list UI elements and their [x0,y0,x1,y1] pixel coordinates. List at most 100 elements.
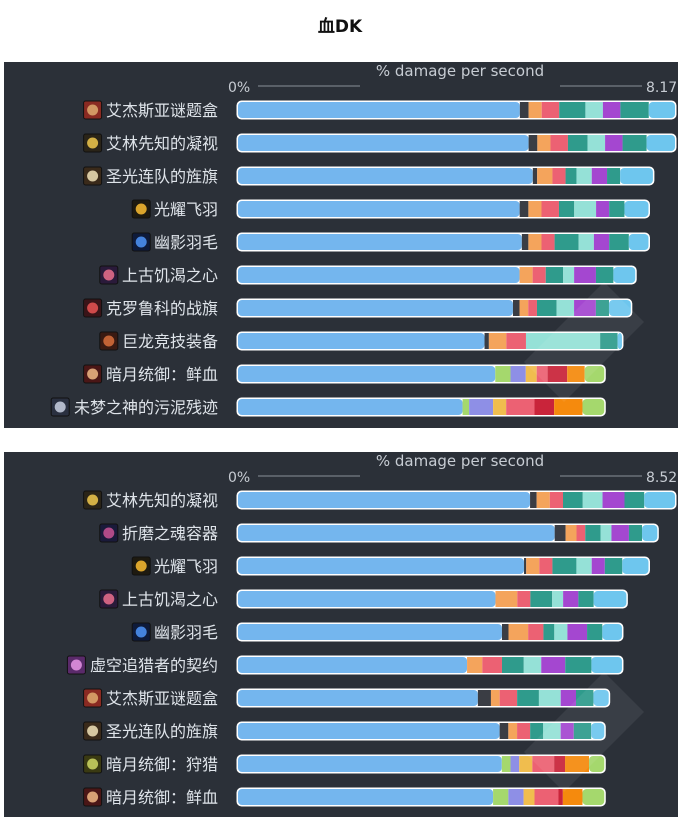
bar-segment [545,267,564,283]
bar-segment [506,399,535,415]
bar-segment [510,756,520,772]
bar-segment [534,789,559,805]
bar-row: 艾杰斯亚谜题盒 [83,688,611,708]
bar-row: 光耀飞羽 [131,199,650,219]
bar-segment [484,333,489,349]
dragon-gear-icon [99,331,119,351]
bar-segment [628,525,643,541]
bar-label: 折磨之魂容器 [122,524,218,543]
bar-segment [517,723,531,739]
bar-segment [543,624,555,640]
bar-segment [508,789,524,805]
bar-label: 艾杰斯亚谜题盒 [106,101,218,120]
bar-segment [624,201,649,217]
bar-row: 幽影羽毛 [131,622,624,642]
banner-icon [83,166,103,186]
bar-segment [591,657,622,673]
radiant-plume-icon [131,556,151,576]
ancient-heart-icon [99,589,119,609]
bar-segment [519,201,529,217]
bar-segment [530,723,544,739]
bar-segment [524,558,527,574]
bar-segment [508,624,529,640]
bar-segment [532,756,555,772]
bar-segment [552,558,577,574]
bar-label: 光耀飞羽 [154,557,218,576]
bar-segment [238,525,555,541]
page-title: 血DK [317,17,363,37]
bar-segment [560,690,576,706]
bar-segment [530,492,537,508]
bar-segment [532,267,546,283]
bar-segment [617,333,622,349]
bar-segment [238,399,463,415]
soul-vessel-icon [99,523,119,543]
bar-segment [528,201,542,217]
bar-segment [541,657,566,673]
bar-segment [574,300,596,316]
bar-segment [622,135,647,151]
bar-segment [525,333,601,349]
bar-label: 暗月统御：鲜血 [106,788,218,807]
bar-label: 幽影羽毛 [154,233,218,252]
bar-segment [563,267,575,283]
bar-segment [646,135,675,151]
bar-segment [537,168,553,184]
bar-segment [495,591,518,607]
x-tick-min: 0% [228,80,250,96]
bar-segment [565,756,590,772]
bar-segment [560,723,574,739]
watermark-shape [524,672,644,792]
radiant-plume-icon [131,199,151,219]
bar-segment [575,690,594,706]
bar-segment [499,723,509,739]
bar-segment [512,300,520,316]
bar-segment [593,234,610,250]
bar-label: 幽影羽毛 [154,623,218,642]
bar-label: 上古饥渴之心 [122,266,218,285]
bar-segment [554,234,579,250]
darkmoon-hunt-icon [83,754,103,774]
bar-segment [607,168,621,184]
bar-segment [547,366,568,382]
bar-row: 未梦之神的污泥残迹 [50,397,606,417]
slime-remnant-icon [50,397,70,417]
eye-of-seer-icon [83,490,103,510]
bar-segment [238,558,525,574]
shadow-feather-icon [131,622,151,642]
bar-segment [528,300,537,316]
chart-top: % damage per second 0% 8.17 艾杰斯亚谜题盒艾林先知的凝视圣… [50,62,677,417]
bar-segment [238,756,502,772]
bar-label: 克罗鲁科的战旗 [106,299,218,318]
bar-segment [523,789,535,805]
bar-segment [567,135,588,151]
bar-segment [578,591,594,607]
bar-segment [532,168,538,184]
bar-segment [582,492,603,508]
bar-segment [519,300,529,316]
bar-segment [628,234,649,250]
bar-segment [602,624,622,640]
bar-segment [574,201,597,217]
bar-segment [238,366,496,382]
bar-row: 虚空追猎者的契约 [66,655,624,675]
bar-segment [554,399,583,415]
bar-segment [238,135,529,151]
bar-segment [582,399,605,415]
bar-segment [539,558,553,574]
bar-segment [238,591,496,607]
bar-label: 圣光连队的旌旗 [106,167,218,186]
bar-segment [519,102,529,118]
bar-segment [517,591,531,607]
bar-segment [602,492,625,508]
bar-segment [589,756,605,772]
bar-segment [558,789,563,805]
bar-segment [528,234,542,250]
bar-segment [525,366,537,382]
chart-panel-bottom: % damage per second 0% 8.52 艾林先知的凝视 折磨之魂容器 光耀… [4,452,678,817]
bar-segment [469,399,494,415]
bar-row: 克罗鲁科的战旗 [83,298,633,318]
watermark-shape [524,282,644,402]
bar-segment [563,591,579,607]
bar-segment [528,135,538,151]
